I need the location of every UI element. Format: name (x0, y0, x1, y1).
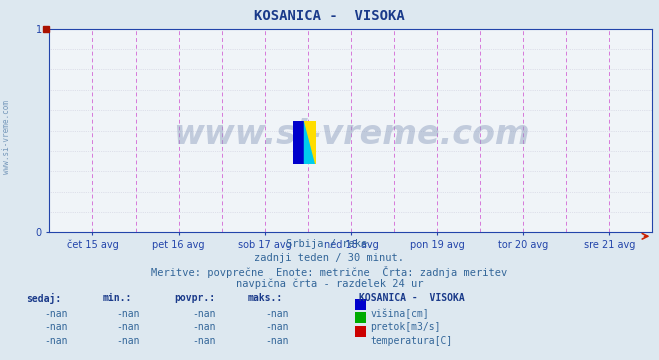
Text: -nan: -nan (265, 309, 289, 319)
Polygon shape (293, 121, 304, 164)
Text: -nan: -nan (44, 309, 68, 319)
Text: -nan: -nan (117, 336, 140, 346)
Text: -nan: -nan (117, 309, 140, 319)
Text: -nan: -nan (44, 322, 68, 332)
Text: višina[cm]: višina[cm] (370, 309, 429, 319)
Text: www.si-vreme.com: www.si-vreme.com (173, 118, 529, 151)
Text: maks.:: maks.: (247, 293, 282, 303)
Text: min.:: min.: (102, 293, 132, 303)
Text: -nan: -nan (192, 309, 216, 319)
Polygon shape (304, 121, 316, 164)
Text: zadnji teden / 30 minut.: zadnji teden / 30 minut. (254, 253, 405, 263)
Text: navpična črta - razdelek 24 ur: navpična črta - razdelek 24 ur (236, 279, 423, 289)
Polygon shape (304, 121, 316, 164)
Text: -nan: -nan (44, 336, 68, 346)
Text: www.si-vreme.com: www.si-vreme.com (2, 100, 11, 174)
Text: temperatura[C]: temperatura[C] (370, 336, 453, 346)
Text: -nan: -nan (192, 336, 216, 346)
Text: Srbija / reke.: Srbija / reke. (286, 239, 373, 249)
Text: sedaj:: sedaj: (26, 293, 61, 305)
Text: -nan: -nan (265, 336, 289, 346)
Text: -nan: -nan (265, 322, 289, 332)
Text: Meritve: povprečne  Enote: metrične  Črta: zadnja meritev: Meritve: povprečne Enote: metrične Črta:… (152, 266, 507, 278)
Text: pretok[m3/s]: pretok[m3/s] (370, 322, 441, 332)
Text: povpr.:: povpr.: (175, 293, 215, 303)
Text: -nan: -nan (192, 322, 216, 332)
Text: -nan: -nan (117, 322, 140, 332)
Text: KOSANICA -  VISOKA: KOSANICA - VISOKA (254, 9, 405, 23)
Text: KOSANICA -  VISOKA: KOSANICA - VISOKA (359, 293, 465, 303)
